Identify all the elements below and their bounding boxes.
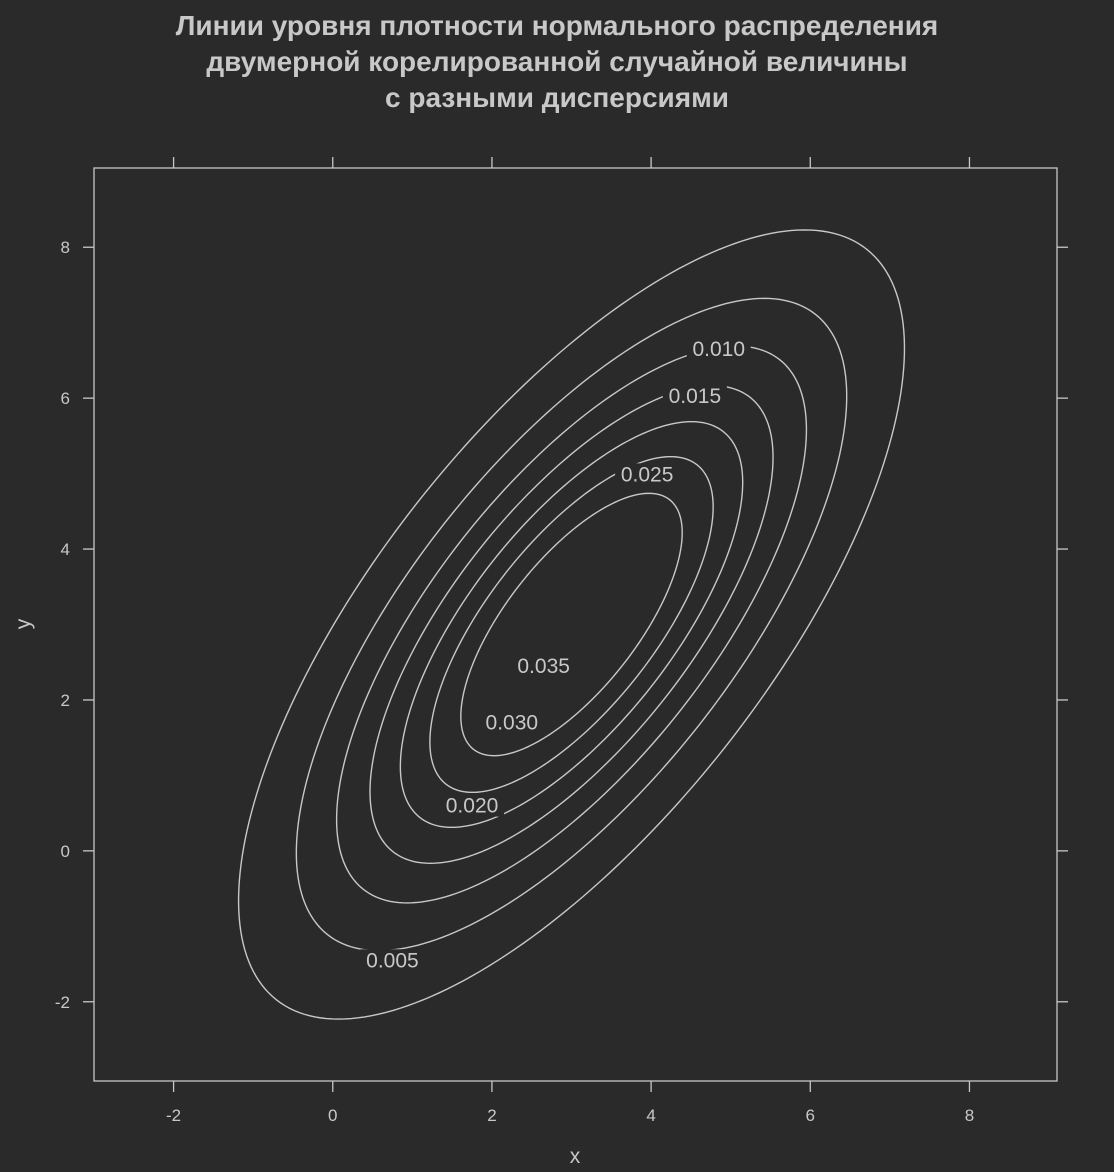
contour-label-bg: [511, 655, 576, 677]
y-tick-label: -2: [55, 993, 70, 1012]
chart-title-line-2: двумерной корелированной случайной велич…: [206, 46, 907, 77]
y-tick-label: 0: [61, 842, 70, 861]
contour-label: 0.005: [366, 949, 419, 972]
contour-label: 0.030: [486, 712, 539, 735]
contour-line: [237, 229, 906, 1020]
x-axis-label: x: [570, 1145, 581, 1168]
contour-labels: 0.005 0.010 0.015 0.020 0.025 0.030 0.035: [360, 338, 751, 972]
contour-label-bg: [686, 338, 751, 361]
axis-ticks: [83, 157, 1068, 1092]
plot-frame: [93, 167, 1058, 1082]
contour-line: [429, 455, 714, 794]
contour-label-bg: [440, 794, 505, 817]
contour-label: 0.035: [517, 655, 570, 678]
contour-label-bg: [360, 949, 425, 972]
x-tick-label: 4: [646, 1106, 655, 1125]
y-tick-label: 8: [61, 238, 70, 257]
contour-line: [295, 297, 848, 952]
y-tick-label: 6: [61, 389, 70, 408]
contour-line: [335, 345, 808, 904]
contour-label-bg: [662, 384, 727, 407]
x-tick-label: 2: [487, 1106, 496, 1125]
y-tick-label: 4: [61, 540, 70, 559]
chart-title-line-1: Линии уровня плотности нормального распр…: [176, 10, 939, 41]
x-tick-label: -2: [166, 1106, 181, 1125]
contour-line: [460, 492, 683, 757]
y-tick-label: 2: [61, 691, 70, 710]
contour-label: 0.020: [446, 795, 499, 818]
contour-label-bg: [479, 711, 544, 734]
contour-lines: [237, 229, 906, 1020]
contour-line: [399, 420, 744, 829]
chart-title: Линии уровня плотности нормального распр…: [176, 10, 939, 113]
contour-label: 0.010: [692, 338, 745, 361]
contour-line: [369, 384, 774, 865]
x-tick-label: 6: [806, 1106, 815, 1125]
x-tick-label: 0: [328, 1106, 337, 1125]
x-tick-label: 8: [965, 1106, 974, 1125]
y-axis-label: y: [12, 618, 35, 629]
contour-label: 0.025: [621, 463, 674, 486]
chart-title-line-3: с разными дисперсиями: [385, 82, 729, 113]
contour-label-bg: [615, 463, 680, 486]
contour-label: 0.015: [669, 385, 722, 408]
axis-tick-labels: -2 0 2 4 6 8 -2 0 2 4 6 8: [55, 238, 974, 1125]
